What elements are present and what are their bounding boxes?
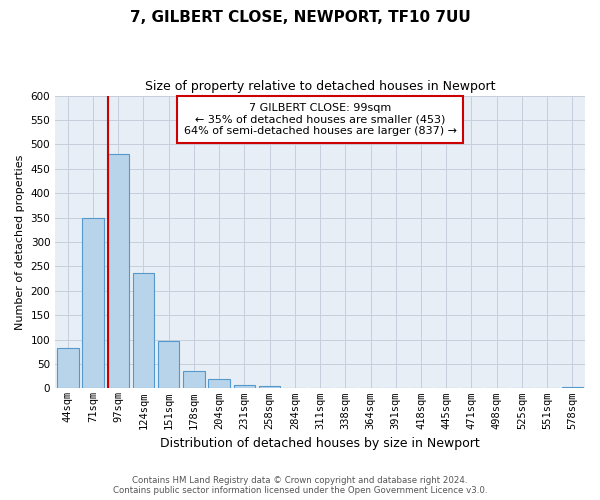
Bar [57,348,79,389]
X-axis label: Distribution of detached houses by size in Newport: Distribution of detached houses by size … [160,437,480,450]
Text: Contains HM Land Registry data © Crown copyright and database right 2024.
Contai: Contains HM Land Registry data © Crown c… [113,476,487,495]
Bar [259,386,280,388]
Bar [82,218,104,388]
Bar [208,379,230,388]
Bar [107,154,129,388]
Bar [158,341,179,388]
Bar [183,372,205,388]
Title: Size of property relative to detached houses in Newport: Size of property relative to detached ho… [145,80,496,93]
Y-axis label: Number of detached properties: Number of detached properties [15,154,25,330]
Bar [562,387,583,388]
Text: 7, GILBERT CLOSE, NEWPORT, TF10 7UU: 7, GILBERT CLOSE, NEWPORT, TF10 7UU [130,10,470,25]
Bar [133,273,154,388]
Text: 7 GILBERT CLOSE: 99sqm
← 35% of detached houses are smaller (453)
64% of semi-de: 7 GILBERT CLOSE: 99sqm ← 35% of detached… [184,103,457,136]
Bar [233,385,255,388]
